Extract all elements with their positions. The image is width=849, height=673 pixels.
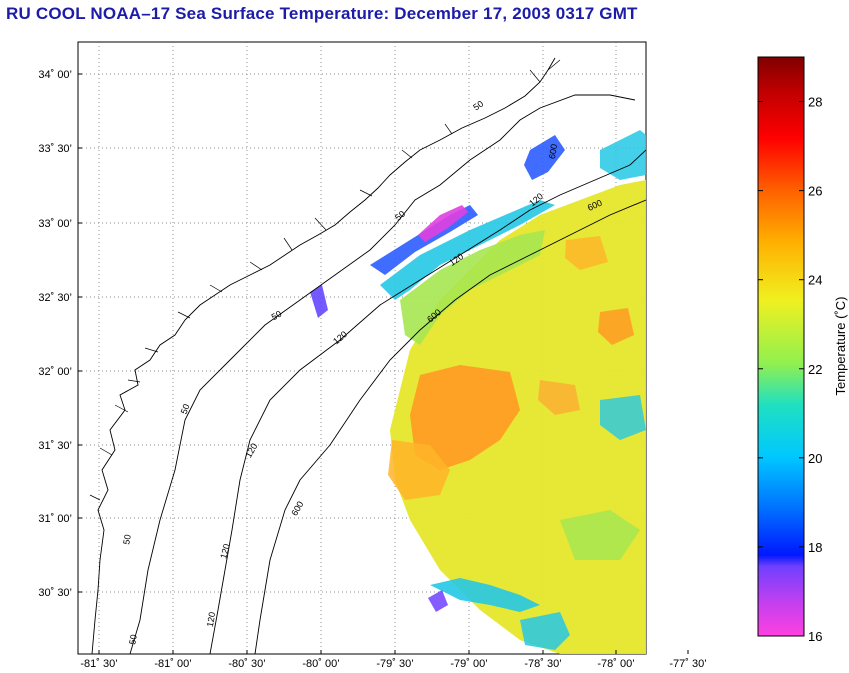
- colorbar-gradient: [757, 56, 805, 637]
- sst-orange-mid: [538, 380, 580, 415]
- longitude-label: -80˚ 30’: [228, 658, 265, 670]
- isobath-120: [209, 149, 646, 654]
- contour-label: 50: [121, 534, 133, 546]
- longitude-label: -78˚ 00’: [597, 658, 634, 670]
- longitude-label: -81˚ 00’: [154, 658, 191, 670]
- contour-label: 600: [547, 143, 559, 160]
- sst-blue-north: [524, 135, 565, 180]
- longitude-label: -79˚ 00’: [450, 658, 487, 670]
- sst-blue-cape: [310, 285, 328, 318]
- sst-blue-south: [428, 590, 448, 612]
- sst-cyan-south: [430, 578, 540, 612]
- map-title: RU COOL NOAA–17 Sea Surface Temperature:…: [6, 4, 638, 23]
- colorbar-ticks: 16 18 20 22 24 26 28: [758, 95, 822, 644]
- longitude-label: -79˚ 30’: [376, 658, 413, 670]
- sst-magenta-patch: [418, 205, 468, 242]
- colorbar-tick-label: 28: [808, 95, 822, 110]
- latitude-label: 30˚ 30’: [38, 587, 72, 599]
- longitude-label: -80˚ 00’: [302, 658, 339, 670]
- sst-orange-south: [388, 440, 450, 500]
- colorbar-tick-label: 24: [808, 273, 822, 288]
- contour-label: 50: [179, 403, 192, 416]
- sst-green-speckle: [560, 510, 640, 560]
- longitude-label: -77˚ 30’: [669, 658, 706, 670]
- contour-label: 120: [205, 611, 217, 628]
- colorbar: 16 18 20 22 24 26 28 Temperature (˚C): [757, 56, 848, 644]
- latitude-label: 32˚ 00’: [38, 366, 72, 378]
- graticule: [78, 42, 646, 654]
- sst-orange-core: [410, 365, 520, 470]
- sst-orange-east: [598, 308, 634, 345]
- contour-label: 50: [471, 99, 485, 113]
- contour-label: 50: [270, 309, 284, 323]
- contour-label: 120: [218, 543, 232, 560]
- latitude-label: 31˚ 00’: [38, 513, 72, 525]
- colorbar-tick-label: 18: [808, 540, 822, 555]
- isobath-contours: [129, 94, 646, 654]
- longitude-labels: -81˚ 30’ -81˚ 00’ -80˚ 30’ -80˚ 00’ -79˚ 30’…: [80, 650, 707, 670]
- sst-data-layer: [310, 130, 646, 654]
- colorbar-tick-label: 22: [808, 362, 822, 377]
- contour-label: 50: [393, 209, 407, 223]
- colorbar-title: Temperature (˚C): [833, 297, 848, 396]
- coastline: [91, 57, 556, 654]
- isobath-600: [254, 199, 646, 654]
- isobath-50: [129, 94, 636, 654]
- sst-cyan-north: [600, 130, 646, 180]
- latitude-labels: 34˚ 00’ 33˚ 30’ 33˚ 00’ 32˚ 30’ 32˚ 00’ 31˚ 3…: [38, 69, 82, 599]
- contour-label: 50: [127, 634, 139, 646]
- latitude-label: 33˚ 30’: [38, 143, 72, 155]
- colorbar-tick-label: 20: [808, 451, 822, 466]
- longitude-label: -81˚ 30’: [80, 658, 117, 670]
- latitude-label: 31˚ 30’: [38, 440, 72, 452]
- coastline-inlets: [89, 59, 561, 501]
- latitude-label: 32˚ 30’: [38, 292, 72, 304]
- colorbar-tick-label: 16: [808, 629, 822, 644]
- colorbar-tick-label: 26: [808, 184, 822, 199]
- sst-cyan-southeast: [520, 612, 570, 650]
- sst-cyan-eastedge: [600, 395, 646, 440]
- latitude-label: 33˚ 00’: [38, 218, 72, 230]
- longitude-label: -78˚ 30’: [524, 658, 561, 670]
- latitude-label: 34˚ 00’: [38, 69, 72, 81]
- sst-orange-north: [565, 236, 608, 270]
